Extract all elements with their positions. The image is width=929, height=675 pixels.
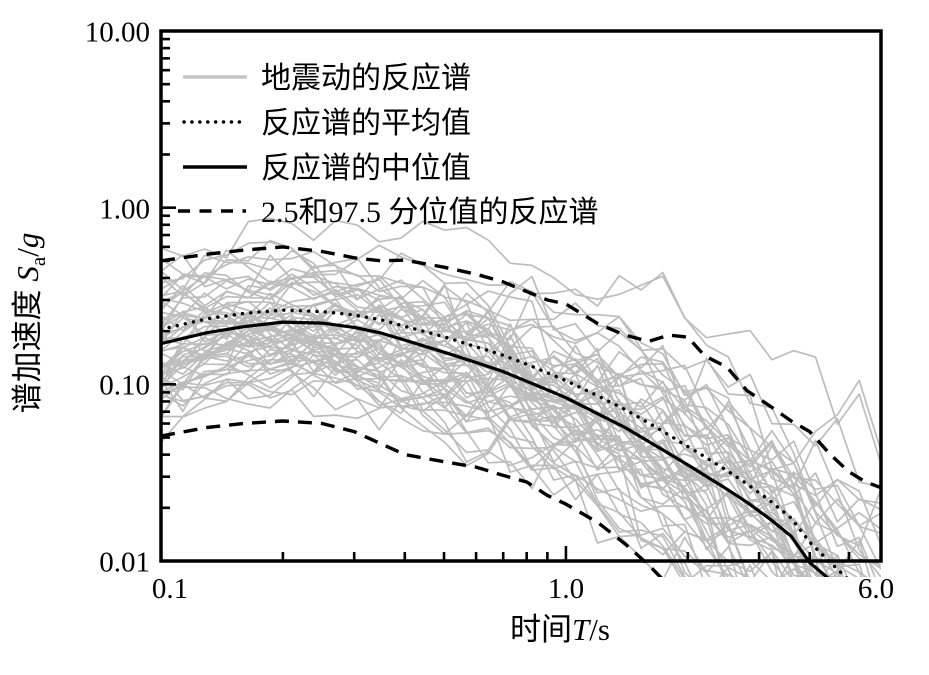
legend-item-median-spectrum: 反应谱的中位值 [183, 152, 471, 185]
y-axis-title: 谱加速度 Sa/g [10, 233, 50, 414]
gray-spectra-lines [162, 217, 881, 577]
ground-motion-spectrum-line [162, 249, 881, 547]
ground-motion-spectrum-line [162, 361, 823, 577]
ground-motion-spectrum-line [162, 319, 779, 577]
legend-item-mean-spectrum: 反应谱的平均值 [182, 107, 471, 140]
axis-ticks [162, 29, 851, 563]
ground-motion-spectrum-line [162, 254, 881, 570]
ground-motion-spectrum-line [162, 292, 820, 577]
legend-label: 反应谱的平均值 [261, 107, 471, 140]
y-tick-label-0_01: 0.01 [99, 546, 150, 578]
ground-motion-spectrum-line [162, 291, 842, 577]
ground-motion-spectrum-line [162, 275, 859, 577]
mean-spectrum-line [162, 308, 849, 577]
ground-motion-spectrum-line [162, 292, 881, 577]
percentile-97-5-line [162, 245, 881, 490]
ground-motion-spectrum-line [162, 239, 876, 577]
x-axis-title: 时间T/s [510, 612, 610, 647]
y-tick-label-0_1: 0.10 [99, 369, 150, 401]
legend: 地震动的反应谱 反应谱的平均值 反应谱的中位值 2.5和97.5 分位值的反应谱 [178, 62, 599, 229]
ground-motion-spectrum-line [162, 349, 746, 577]
x-tick-label-6: 6.0 [858, 573, 894, 605]
ground-motion-spectrum-line [162, 348, 756, 577]
ground-motion-spectrum-line [162, 285, 881, 557]
ground-motion-spectrum-line [162, 302, 800, 577]
x-tick-label-1: 1.0 [548, 573, 584, 605]
percentile-2-5-line [162, 419, 663, 577]
ground-motion-spectrum-line [162, 328, 803, 577]
legend-item-percentile-spectra: 2.5和97.5 分位值的反应谱 [178, 196, 599, 229]
ground-motion-spectrum-line [162, 355, 751, 577]
statistic-spectra-lines [162, 245, 881, 577]
legend-label: 地震动的反应谱 [261, 62, 471, 95]
x-tick-label-0_1: 0.1 [152, 573, 188, 605]
ground-motion-spectrum-line [162, 314, 734, 577]
ground-motion-spectrum-line [162, 249, 881, 488]
ground-motion-spectrum-line [162, 217, 881, 464]
y-tick-label-1: 1.00 [99, 193, 150, 225]
legend-label: 2.5和97.5 分位值的反应谱 [261, 196, 599, 229]
legend-label: 反应谱的中位值 [261, 152, 471, 185]
y-tick-label-10: 10.00 [85, 16, 150, 48]
median-spectrum-line [162, 320, 830, 577]
ground-motion-spectrum-line [162, 347, 841, 577]
ground-motion-spectrum-line [162, 334, 820, 577]
legend-item-ground-motion-spectra: 地震动的反应谱 [183, 62, 471, 95]
plot-frame [159, 29, 883, 563]
ground-motion-spectrum-line [162, 282, 831, 577]
ground-motion-spectrum-line [162, 323, 839, 577]
